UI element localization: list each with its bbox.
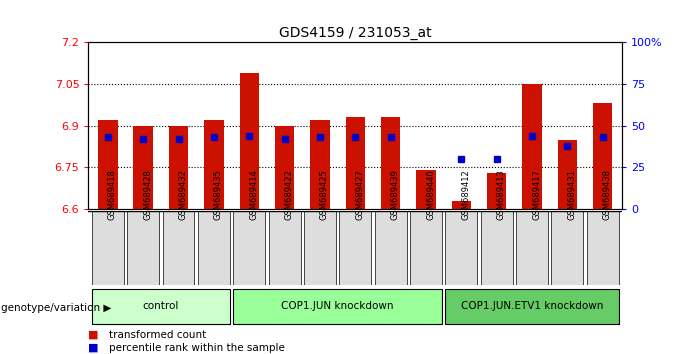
- Bar: [310, 120, 330, 209]
- Bar: [381, 118, 401, 209]
- Text: GSM689414: GSM689414: [250, 169, 258, 219]
- Text: percentile rank within the sample: percentile rank within the sample: [109, 343, 285, 353]
- Bar: [92, 211, 124, 285]
- Bar: [452, 201, 471, 209]
- Text: GSM689412: GSM689412: [461, 169, 471, 219]
- Bar: [345, 118, 365, 209]
- Text: COP1.JUN.ETV1 knockdown: COP1.JUN.ETV1 knockdown: [461, 301, 603, 311]
- Text: GSM689432: GSM689432: [179, 169, 188, 219]
- Text: GSM689435: GSM689435: [214, 169, 223, 219]
- Text: GSM689418: GSM689418: [108, 169, 117, 219]
- Bar: [339, 211, 371, 285]
- Bar: [239, 73, 259, 209]
- Bar: [304, 211, 336, 285]
- Bar: [92, 289, 230, 324]
- Bar: [445, 211, 477, 285]
- Bar: [127, 211, 159, 285]
- Bar: [275, 126, 294, 209]
- Title: GDS4159 / 231053_at: GDS4159 / 231053_at: [279, 26, 432, 40]
- Text: GSM689428: GSM689428: [143, 169, 152, 219]
- Text: GSM689413: GSM689413: [496, 169, 506, 219]
- Bar: [522, 84, 542, 209]
- Bar: [204, 120, 224, 209]
- Text: transformed count: transformed count: [109, 330, 206, 339]
- Bar: [375, 211, 407, 285]
- Text: GSM689417: GSM689417: [532, 169, 541, 219]
- Bar: [416, 170, 436, 209]
- Bar: [269, 211, 301, 285]
- Text: GSM689425: GSM689425: [320, 169, 329, 219]
- Bar: [445, 289, 619, 324]
- Text: GSM689440: GSM689440: [426, 169, 435, 219]
- Bar: [133, 126, 153, 209]
- Text: ■: ■: [88, 330, 99, 339]
- Bar: [587, 211, 619, 285]
- Bar: [163, 211, 194, 285]
- Text: genotype/variation ▶: genotype/variation ▶: [1, 303, 111, 313]
- Text: GSM689427: GSM689427: [355, 169, 364, 219]
- Text: GSM689422: GSM689422: [285, 169, 294, 219]
- Bar: [98, 120, 118, 209]
- Bar: [516, 211, 548, 285]
- Bar: [593, 103, 613, 209]
- Text: GSM689431: GSM689431: [567, 169, 577, 219]
- Text: control: control: [143, 301, 179, 311]
- Bar: [198, 211, 230, 285]
- Text: ■: ■: [88, 343, 99, 353]
- Bar: [410, 211, 442, 285]
- Bar: [558, 139, 577, 209]
- Bar: [551, 211, 583, 285]
- Bar: [233, 211, 265, 285]
- Text: COP1.JUN knockdown: COP1.JUN knockdown: [282, 301, 394, 311]
- Bar: [233, 289, 442, 324]
- Bar: [169, 126, 188, 209]
- Bar: [481, 211, 513, 285]
- Text: GSM689438: GSM689438: [602, 169, 612, 219]
- Text: GSM689439: GSM689439: [390, 169, 400, 219]
- Bar: [487, 173, 507, 209]
